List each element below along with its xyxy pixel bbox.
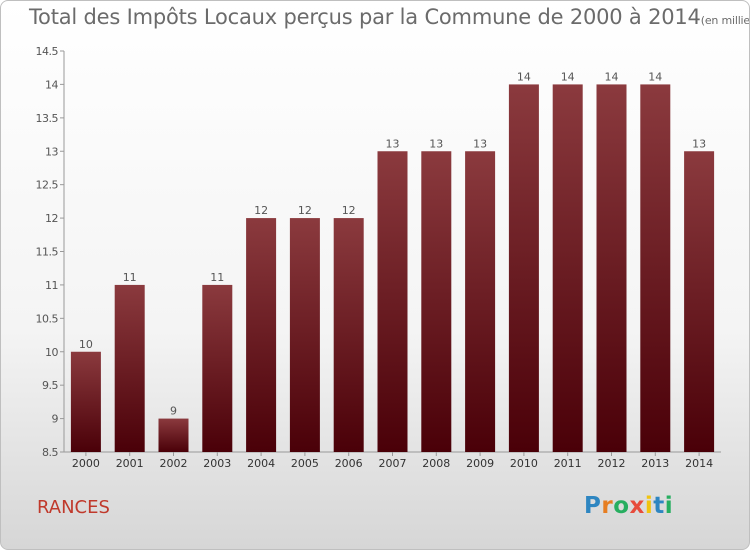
x-tick-label: 2001: [116, 457, 144, 470]
y-tick-label: 13: [45, 145, 58, 158]
x-tick-label: 2007: [379, 457, 407, 470]
bar-value-label: 10: [79, 338, 93, 351]
x-tick-label: 2013: [641, 457, 669, 470]
bar-value-label: 13: [386, 137, 400, 150]
y-tick-label: 12: [45, 212, 58, 225]
logo-letter: o: [613, 493, 630, 519]
bar: [202, 284, 233, 452]
logo-letter: i: [644, 493, 654, 519]
logo-letter: P: [584, 493, 602, 519]
bar-value-label: 12: [298, 204, 312, 217]
logo-letter: t: [653, 493, 665, 519]
y-tick-label: 14: [45, 78, 58, 91]
bar-value-label: 14: [517, 70, 531, 83]
y-tick-label: 13.5: [36, 112, 59, 125]
chart-unit: (en milliers d'€): [700, 14, 750, 27]
logo-letter: i: [664, 493, 674, 519]
bar: [377, 151, 408, 452]
bar: [552, 84, 583, 453]
bar: [421, 151, 452, 452]
bar-value-label: 12: [342, 204, 356, 217]
bar: [333, 218, 364, 452]
bar: [158, 418, 189, 452]
x-tick-label: 2002: [160, 457, 188, 470]
bar-value-label: 14: [648, 70, 662, 83]
x-tick-label: 2014: [685, 457, 713, 470]
bar-value-label: 13: [429, 137, 443, 150]
logo-letter: r: [601, 493, 614, 519]
y-tick-label: 10: [45, 346, 58, 359]
y-tick-label: 8.5: [42, 446, 58, 459]
x-tick-label: 2008: [422, 457, 450, 470]
y-tick-label: 11: [45, 279, 58, 292]
chart-title-text: Total des Impôts Locaux perçus par la Co…: [29, 5, 701, 29]
y-tick-label: 9: [52, 413, 59, 426]
bar-value-label: 13: [473, 137, 487, 150]
bar: [508, 84, 539, 453]
y-tick-label: 12.5: [36, 179, 59, 192]
bar: [465, 151, 496, 452]
bar-value-label: 11: [123, 271, 137, 284]
x-tick-label: 2004: [247, 457, 275, 470]
x-tick-label: 2006: [335, 457, 363, 470]
bar-value-label: 14: [561, 70, 575, 83]
chart-title: Total des Impôts Locaux perçus par la Co…: [29, 5, 750, 29]
x-tick-label: 2000: [72, 457, 100, 470]
bar: [596, 84, 627, 453]
x-tick-label: 2003: [203, 457, 231, 470]
bar: [684, 151, 715, 452]
bar-value-label: 12: [254, 204, 268, 217]
bar: [114, 284, 145, 452]
bar: [640, 84, 671, 453]
bar-value-label: 14: [605, 70, 619, 83]
bar: [70, 351, 101, 452]
bar-value-label: 11: [210, 271, 224, 284]
y-tick-label: 14.5: [36, 45, 59, 58]
bar: [246, 218, 277, 452]
commune-name: RANCES: [37, 497, 110, 518]
bar-value-label: 9: [170, 405, 177, 418]
bar: [289, 218, 320, 452]
x-tick-label: 2005: [291, 457, 319, 470]
bar-value-label: 13: [692, 137, 706, 150]
logo-letter: x: [629, 493, 645, 519]
y-tick-label: 11.5: [36, 246, 59, 259]
y-tick-label: 9.5: [42, 379, 58, 392]
x-tick-label: 2010: [510, 457, 538, 470]
y-tick-label: 10.5: [36, 312, 59, 325]
proxiti-logo: Proxiti: [584, 493, 673, 519]
x-tick-label: 2009: [466, 457, 494, 470]
x-tick-label: 2011: [554, 457, 582, 470]
x-tick-label: 2012: [598, 457, 626, 470]
